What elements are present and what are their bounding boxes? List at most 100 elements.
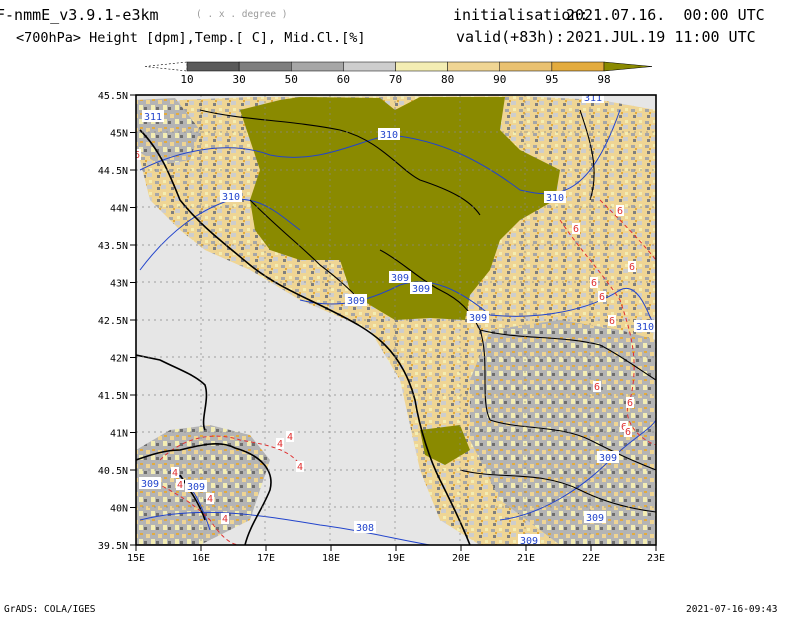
cloud-mass-solid (240, 97, 560, 320)
colorbar: 10 30 50 60 70 80 90 95 98 (144, 61, 653, 86)
contour-label-bg (410, 282, 432, 294)
init-label: initialisation: (453, 6, 589, 24)
colorbar-tick-label: 80 (441, 73, 454, 86)
lon-label: 17E (257, 553, 275, 564)
lat-label: 43.5N (98, 241, 128, 252)
contour-label-bg (220, 190, 242, 202)
contour-label: 309 (141, 479, 159, 490)
contour-label: 309 (347, 296, 365, 307)
contour-label: 311 (584, 93, 602, 104)
contour-label-bg (185, 480, 207, 492)
contour-label: 309 (599, 453, 617, 464)
temp-label-bg (572, 223, 580, 234)
contour-label-bg (467, 311, 489, 323)
lon-label: 18E (322, 553, 340, 564)
temp-label-bg (624, 426, 632, 437)
colorbar-tick-label: 10 (180, 73, 193, 86)
cloud-mass-small (420, 425, 470, 465)
lon-label: 21E (517, 553, 535, 564)
temp-label: 6 (627, 398, 633, 409)
temp-label-bg (221, 513, 229, 524)
temp-label-bg (296, 461, 304, 472)
temp-label: 6 (599, 292, 605, 303)
contour-label: 308 (356, 523, 374, 534)
contour-label-bg (634, 320, 656, 332)
contour-label: 310 (222, 192, 240, 203)
temp-label-bg (598, 291, 606, 302)
lon-label: 19E (387, 553, 405, 564)
contour-label: 309 (187, 482, 205, 493)
lon-label: 20E (452, 553, 470, 564)
temp-label: 4 (277, 439, 283, 450)
contour-label-bg (518, 534, 540, 545)
axis-labels: 45.5N 45N 44.5N 44N 43.5N 43N 42.5N 42N 41.5N 41N… (98, 91, 665, 564)
contour-label-bg (584, 511, 606, 523)
lat-label: 42N (110, 354, 128, 365)
temp-label: 6 (591, 278, 597, 289)
lat-label: 41N (110, 429, 128, 440)
temp-label: 6 (609, 316, 615, 327)
cloud-band-east (470, 320, 656, 545)
temp-label-bg (171, 467, 179, 478)
temp-label-bg (276, 438, 284, 449)
contour-label: 310 (380, 130, 398, 141)
temp-label-bg (593, 381, 601, 392)
lat-label: 44.5N (98, 166, 128, 177)
colorbar-upper-cap (603, 61, 653, 72)
temp-label-bg (136, 149, 141, 160)
lat-label: 43N (110, 279, 128, 290)
borders (199, 109, 656, 513)
colorbar-tick-label: 50 (285, 73, 298, 86)
temp-label-bg (176, 479, 184, 490)
lat-label: 40N (110, 504, 128, 515)
lat-label: 40.5N (98, 466, 128, 477)
lon-label: 15E (127, 553, 145, 564)
footer-timestamp: 2021-07-16-09:43 (686, 604, 778, 615)
contour-label-bg (378, 128, 400, 140)
contour-label-bg (582, 95, 604, 103)
footer-credit: GrADS: COLA/IGES (4, 604, 96, 615)
contour-label: 310 (546, 193, 564, 204)
contour-label-bg (597, 451, 619, 463)
lat-label: 41.5N (98, 391, 128, 402)
temp-label: 4 (222, 514, 228, 525)
temp-label: 6 (617, 206, 623, 217)
coastlines (136, 129, 471, 545)
temp-label: 4 (172, 468, 178, 479)
temp-label: 6 (134, 150, 140, 161)
lon-label: 16E (192, 553, 210, 564)
colorbar-tick-label: 90 (493, 73, 506, 86)
temp-label-bg (286, 431, 294, 442)
temp-label-bg (608, 315, 616, 326)
colorbar-tick-label: 30 (233, 73, 246, 86)
contour-label: 309 (391, 273, 409, 284)
contour-label-bg (142, 110, 164, 122)
temp-label: 4 (287, 432, 293, 443)
valid-label: valid(+83h): (456, 28, 565, 46)
lat-label: 39.5N (98, 541, 128, 552)
contour-label: 311 (144, 112, 162, 123)
temp-isotherms (149, 199, 656, 545)
lat-label: 44N (110, 204, 128, 215)
contour-label: 309 (469, 313, 487, 324)
temp-label: 6 (573, 224, 579, 235)
colorbar-lower-cap (144, 61, 188, 72)
temp-label-bg (206, 493, 214, 504)
temp-label: 6 (629, 262, 635, 273)
contour-label-bg (139, 477, 161, 489)
colorbar-tick-label: 98 (597, 73, 610, 86)
temp-label: 4 (207, 494, 213, 505)
temp-label-bg (616, 205, 624, 216)
temp-label: 6 (594, 382, 600, 393)
unit-note: ( . x . degree ) (196, 9, 288, 20)
temp-label-bg (626, 397, 634, 408)
lat-label: 42.5N (98, 316, 128, 327)
temp-label-group: 666666666664444444 (134, 149, 636, 525)
colorbar-tick-label: 70 (389, 73, 402, 86)
contour-label-bg (389, 271, 411, 283)
lat-label: 45N (110, 129, 128, 140)
contour-label-bg (345, 294, 367, 306)
colorbar-tick-label: 60 (337, 73, 350, 86)
